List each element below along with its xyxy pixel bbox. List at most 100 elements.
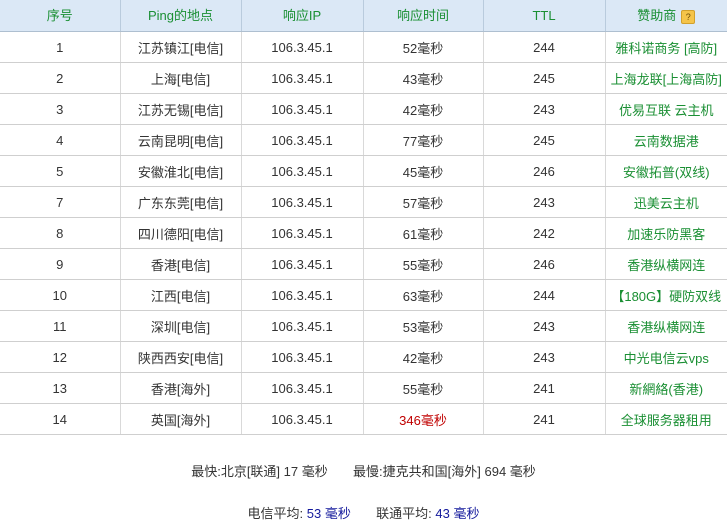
cell-location: 安徽淮北[电信]	[120, 155, 242, 187]
column-header-response-time: 响应时间	[363, 0, 484, 32]
fastest-location: 北京[联通]	[220, 464, 281, 479]
cell-ttl: 245	[483, 62, 606, 94]
unicom-average-group: 联通平均: 43 毫秒	[376, 503, 479, 522]
cell-sponsor[interactable]: 香港纵横网连	[605, 248, 727, 280]
table-row: 5 安徽淮北[电信] 106.3.45.1 45毫秒 246 安徽拓普(双线)	[0, 155, 727, 187]
cell-index: 14	[0, 403, 121, 435]
cell-sponsor[interactable]: 上海龙联[上海高防]	[605, 62, 727, 94]
slowest-location: 捷克共和国[海外]	[382, 464, 481, 479]
column-header-index: 序号	[0, 0, 121, 32]
cell-sponsor[interactable]: 迅美云主机	[605, 186, 727, 218]
cell-index: 8	[0, 217, 121, 249]
cell-ip: 106.3.45.1	[241, 310, 364, 342]
column-header-sponsor: 赞助商 ?	[605, 0, 727, 32]
table-row: 13 香港[海外] 106.3.45.1 55毫秒 241 新網絡(香港)	[0, 372, 727, 404]
sponsor-link[interactable]: 优易互联 云主机	[618, 102, 714, 118]
cell-sponsor[interactable]: 新網絡(香港)	[605, 372, 727, 404]
cell-index: 4	[0, 124, 121, 156]
column-header-ttl: TTL	[483, 0, 606, 32]
cell-response-time: 346毫秒	[363, 403, 484, 435]
sponsor-link[interactable]: 雅科诺商务 [高防]	[615, 40, 718, 56]
sponsor-link[interactable]: 加速乐防黑客	[627, 226, 706, 242]
table-row: 3 江苏无锡[电信] 106.3.45.1 42毫秒 243 优易互联 云主机	[0, 93, 727, 125]
cell-ip: 106.3.45.1	[241, 279, 364, 311]
cell-response-time: 53毫秒	[363, 310, 484, 342]
sponsor-link[interactable]: 中光电信云vps	[623, 350, 709, 366]
cell-ttl: 246	[483, 155, 606, 187]
cell-response-time: 42毫秒	[363, 93, 484, 125]
sponsor-link[interactable]: 【180G】硬防双线	[611, 288, 722, 304]
telecom-average-label: 电信平均:	[247, 506, 304, 521]
column-header-ip-label: 响应IP	[282, 8, 322, 23]
cell-response-time: 55毫秒	[363, 248, 484, 280]
summary-section: 最快:北京[联通] 17 毫秒 最慢:捷克共和国[海外] 694 毫秒 电信平均…	[0, 461, 727, 522]
cell-ttl: 242	[483, 217, 606, 249]
sponsor-link[interactable]: 香港纵横网连	[627, 319, 706, 335]
cell-ip: 106.3.45.1	[241, 62, 364, 94]
sponsor-link[interactable]: 香港纵横网连	[627, 257, 706, 273]
summary-averages-line: 电信平均: 53 毫秒 联通平均: 43 毫秒	[0, 503, 727, 522]
table-row: 8 四川德阳[电信] 106.3.45.1 61毫秒 242 加速乐防黑客	[0, 217, 727, 249]
sponsor-link[interactable]: 云南数据港	[633, 133, 699, 149]
cell-response-time: 42毫秒	[363, 341, 484, 373]
cell-sponsor[interactable]: 加速乐防黑客	[605, 217, 727, 249]
cell-location: 四川德阳[电信]	[120, 217, 242, 249]
ping-results-table: 序号 Ping的地点 响应IP 响应时间 TTL 赞助商 ? 1 江苏镇江[电信]…	[0, 0, 727, 435]
help-icon[interactable]: ?	[681, 9, 696, 24]
fastest-label: 最快:	[191, 464, 221, 479]
cell-location: 云南昆明[电信]	[120, 124, 242, 156]
cell-response-time: 55毫秒	[363, 372, 484, 404]
cell-location: 江西[电信]	[120, 279, 242, 311]
table-row: 7 广东东莞[电信] 106.3.45.1 57毫秒 243 迅美云主机	[0, 186, 727, 218]
cell-sponsor[interactable]: 香港纵横网连	[605, 310, 727, 342]
fastest-group: 最快:北京[联通] 17 毫秒	[191, 461, 328, 480]
cell-ttl: 243	[483, 310, 606, 342]
column-header-location-label: Ping的地点	[147, 8, 214, 23]
table-row: 11 深圳[电信] 106.3.45.1 53毫秒 243 香港纵横网连	[0, 310, 727, 342]
cell-ttl: 243	[483, 93, 606, 125]
cell-index: 1	[0, 31, 121, 63]
cell-ip: 106.3.45.1	[241, 372, 364, 404]
table-row: 9 香港[电信] 106.3.45.1 55毫秒 246 香港纵横网连	[0, 248, 727, 280]
cell-sponsor[interactable]: 中光电信云vps	[605, 341, 727, 373]
cell-sponsor[interactable]: 云南数据港	[605, 124, 727, 156]
unicom-average-label: 联通平均:	[376, 506, 432, 521]
cell-ttl: 244	[483, 279, 606, 311]
cell-index: 12	[0, 341, 121, 373]
sponsor-link[interactable]: 安徽拓普(双线)	[622, 164, 710, 180]
cell-index: 2	[0, 62, 121, 94]
slowest-label: 最慢:	[353, 464, 383, 479]
cell-ip: 106.3.45.1	[241, 124, 364, 156]
cell-response-time: 61毫秒	[363, 217, 484, 249]
unicom-average-value: 43 毫秒	[435, 506, 480, 521]
cell-ttl: 243	[483, 186, 606, 218]
cell-response-time: 43毫秒	[363, 62, 484, 94]
fastest-value: 17 毫秒	[283, 464, 328, 479]
cell-ttl: 244	[483, 31, 606, 63]
table-body: 1 江苏镇江[电信] 106.3.45.1 52毫秒 244 雅科诺商务 [高防] 2 上海[…	[0, 31, 727, 435]
telecom-average-value: 53 毫秒	[306, 506, 351, 521]
cell-sponsor[interactable]: 优易互联 云主机	[605, 93, 727, 125]
column-header-location: Ping的地点	[120, 0, 242, 32]
cell-location: 深圳[电信]	[120, 310, 242, 342]
sponsor-link[interactable]: 上海龙联[上海高防]	[610, 71, 722, 87]
column-header-sponsor-label: 赞助商	[637, 8, 677, 23]
cell-location: 英国[海外]	[120, 403, 242, 435]
cell-sponsor[interactable]: 全球服务器租用	[605, 403, 727, 435]
cell-sponsor[interactable]: 安徽拓普(双线)	[605, 155, 727, 187]
cell-index: 10	[0, 279, 121, 311]
slowest-group: 最慢:捷克共和国[海外] 694 毫秒	[353, 461, 536, 480]
column-header-ip: 响应IP	[241, 0, 364, 32]
sponsor-link[interactable]: 全球服务器租用	[620, 412, 712, 428]
table-row: 2 上海[电信] 106.3.45.1 43毫秒 245 上海龙联[上海高防]	[0, 62, 727, 94]
column-header-ttl-label: TTL	[532, 8, 556, 23]
cell-index: 13	[0, 372, 121, 404]
cell-ip: 106.3.45.1	[241, 341, 364, 373]
sponsor-link[interactable]: 迅美云主机	[633, 195, 699, 211]
sponsor-link[interactable]: 新網絡(香港)	[629, 381, 704, 397]
cell-location: 香港[海外]	[120, 372, 242, 404]
cell-index: 3	[0, 93, 121, 125]
cell-index: 9	[0, 248, 121, 280]
cell-sponsor[interactable]: 雅科诺商务 [高防]	[605, 31, 727, 63]
cell-sponsor[interactable]: 【180G】硬防双线	[605, 279, 727, 311]
